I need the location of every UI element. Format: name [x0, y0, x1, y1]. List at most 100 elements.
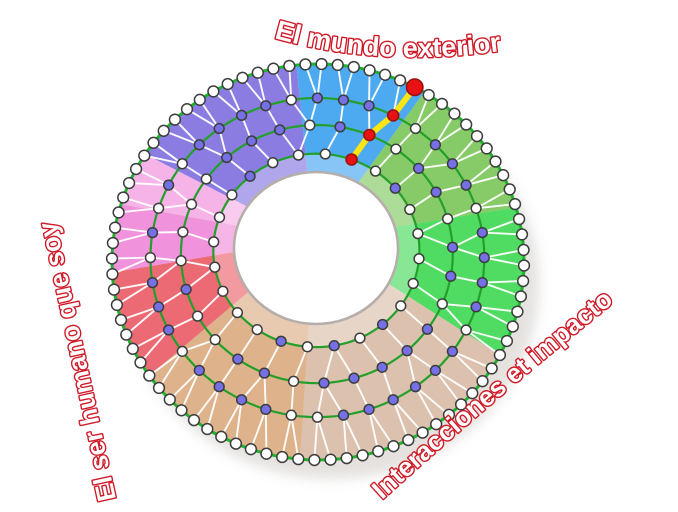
node[interactable]: [180, 103, 194, 116]
node[interactable]: [446, 345, 459, 358]
node[interactable]: [193, 364, 205, 377]
node[interactable]: [466, 387, 479, 400]
node[interactable]: [446, 241, 459, 253]
node[interactable]: [193, 139, 205, 151]
node[interactable]: [363, 403, 375, 416]
node[interactable]: [308, 453, 321, 467]
node[interactable]: [372, 445, 385, 458]
node[interactable]: [177, 226, 189, 238]
node[interactable]: [163, 393, 176, 406]
node[interactable]: [369, 165, 382, 177]
node[interactable]: [337, 94, 350, 106]
node[interactable]: [274, 124, 286, 136]
node[interactable]: [106, 267, 119, 281]
node[interactable]: [162, 324, 175, 336]
node[interactable]: [376, 318, 389, 331]
node[interactable]: [213, 211, 226, 223]
node[interactable]: [412, 162, 425, 175]
highlight-path[interactable]: [348, 84, 418, 163]
node[interactable]: [232, 353, 244, 365]
node[interactable]: [404, 203, 416, 216]
node[interactable]: [328, 340, 340, 352]
node[interactable]: [287, 375, 300, 387]
node[interactable]: [147, 136, 160, 149]
node[interactable]: [138, 149, 151, 162]
node[interactable]: [430, 418, 443, 431]
sector-green[interactable]: [388, 207, 524, 355]
node[interactable]: [412, 227, 424, 240]
node[interactable]: [245, 135, 258, 147]
node[interactable]: [226, 189, 238, 201]
node[interactable]: [493, 348, 507, 362]
sector-pink-light[interactable]: [121, 154, 248, 226]
node[interactable]: [470, 202, 482, 214]
node[interactable]: [435, 97, 449, 111]
node[interactable]: [146, 276, 159, 289]
node[interactable]: [143, 369, 156, 382]
node[interactable]: [200, 173, 212, 185]
node[interactable]: [354, 332, 366, 344]
node[interactable]: [110, 298, 124, 312]
node[interactable]: [363, 100, 375, 112]
node[interactable]: [221, 77, 234, 91]
node[interactable]: [476, 226, 488, 239]
node[interactable]: [363, 64, 376, 77]
node[interactable]: [508, 197, 522, 211]
node[interactable]: [285, 409, 297, 421]
node[interactable]: [348, 372, 360, 384]
node[interactable]: [497, 169, 510, 182]
highlight-node[interactable]: [363, 128, 376, 142]
node[interactable]: [340, 451, 353, 465]
node[interactable]: [448, 107, 461, 120]
node[interactable]: [413, 253, 425, 265]
node[interactable]: [175, 255, 187, 267]
node[interactable]: [235, 109, 248, 122]
node[interactable]: [476, 375, 489, 388]
node[interactable]: [347, 60, 360, 74]
node[interactable]: [236, 71, 249, 84]
node[interactable]: [430, 186, 442, 198]
node[interactable]: [258, 367, 271, 379]
node[interactable]: [301, 341, 314, 353]
node[interactable]: [231, 306, 244, 319]
sector-pink[interactable]: [112, 204, 238, 273]
node[interactable]: [157, 124, 170, 137]
node[interactable]: [209, 261, 221, 273]
node[interactable]: [221, 151, 233, 164]
node[interactable]: [283, 59, 296, 73]
node[interactable]: [516, 274, 530, 288]
node[interactable]: [215, 430, 228, 443]
node[interactable]: [267, 62, 280, 75]
node[interactable]: [114, 313, 128, 327]
node[interactable]: [235, 394, 248, 406]
node[interactable]: [402, 433, 415, 447]
node[interactable]: [324, 453, 337, 466]
node[interactable]: [267, 157, 279, 169]
node[interactable]: [187, 413, 201, 427]
node[interactable]: [442, 408, 456, 421]
node[interactable]: [134, 356, 147, 369]
node[interactable]: [146, 226, 159, 239]
node[interactable]: [251, 66, 264, 79]
node[interactable]: [389, 182, 401, 194]
node[interactable]: [376, 361, 388, 373]
node[interactable]: [120, 328, 133, 341]
node[interactable]: [515, 228, 529, 241]
node[interactable]: [506, 320, 519, 333]
node[interactable]: [106, 236, 120, 250]
node[interactable]: [152, 301, 165, 313]
node[interactable]: [107, 283, 121, 296]
node[interactable]: [334, 121, 346, 133]
node[interactable]: [276, 450, 289, 464]
node[interactable]: [122, 176, 136, 190]
sector-olive-green[interactable]: [358, 92, 516, 228]
node[interactable]: [480, 142, 493, 155]
node[interactable]: [244, 443, 258, 456]
node[interactable]: [209, 334, 221, 346]
node[interactable]: [251, 323, 263, 336]
node[interactable]: [460, 179, 472, 191]
node[interactable]: [217, 285, 229, 297]
node[interactable]: [191, 310, 204, 322]
node[interactable]: [185, 198, 198, 210]
node[interactable]: [429, 364, 442, 377]
